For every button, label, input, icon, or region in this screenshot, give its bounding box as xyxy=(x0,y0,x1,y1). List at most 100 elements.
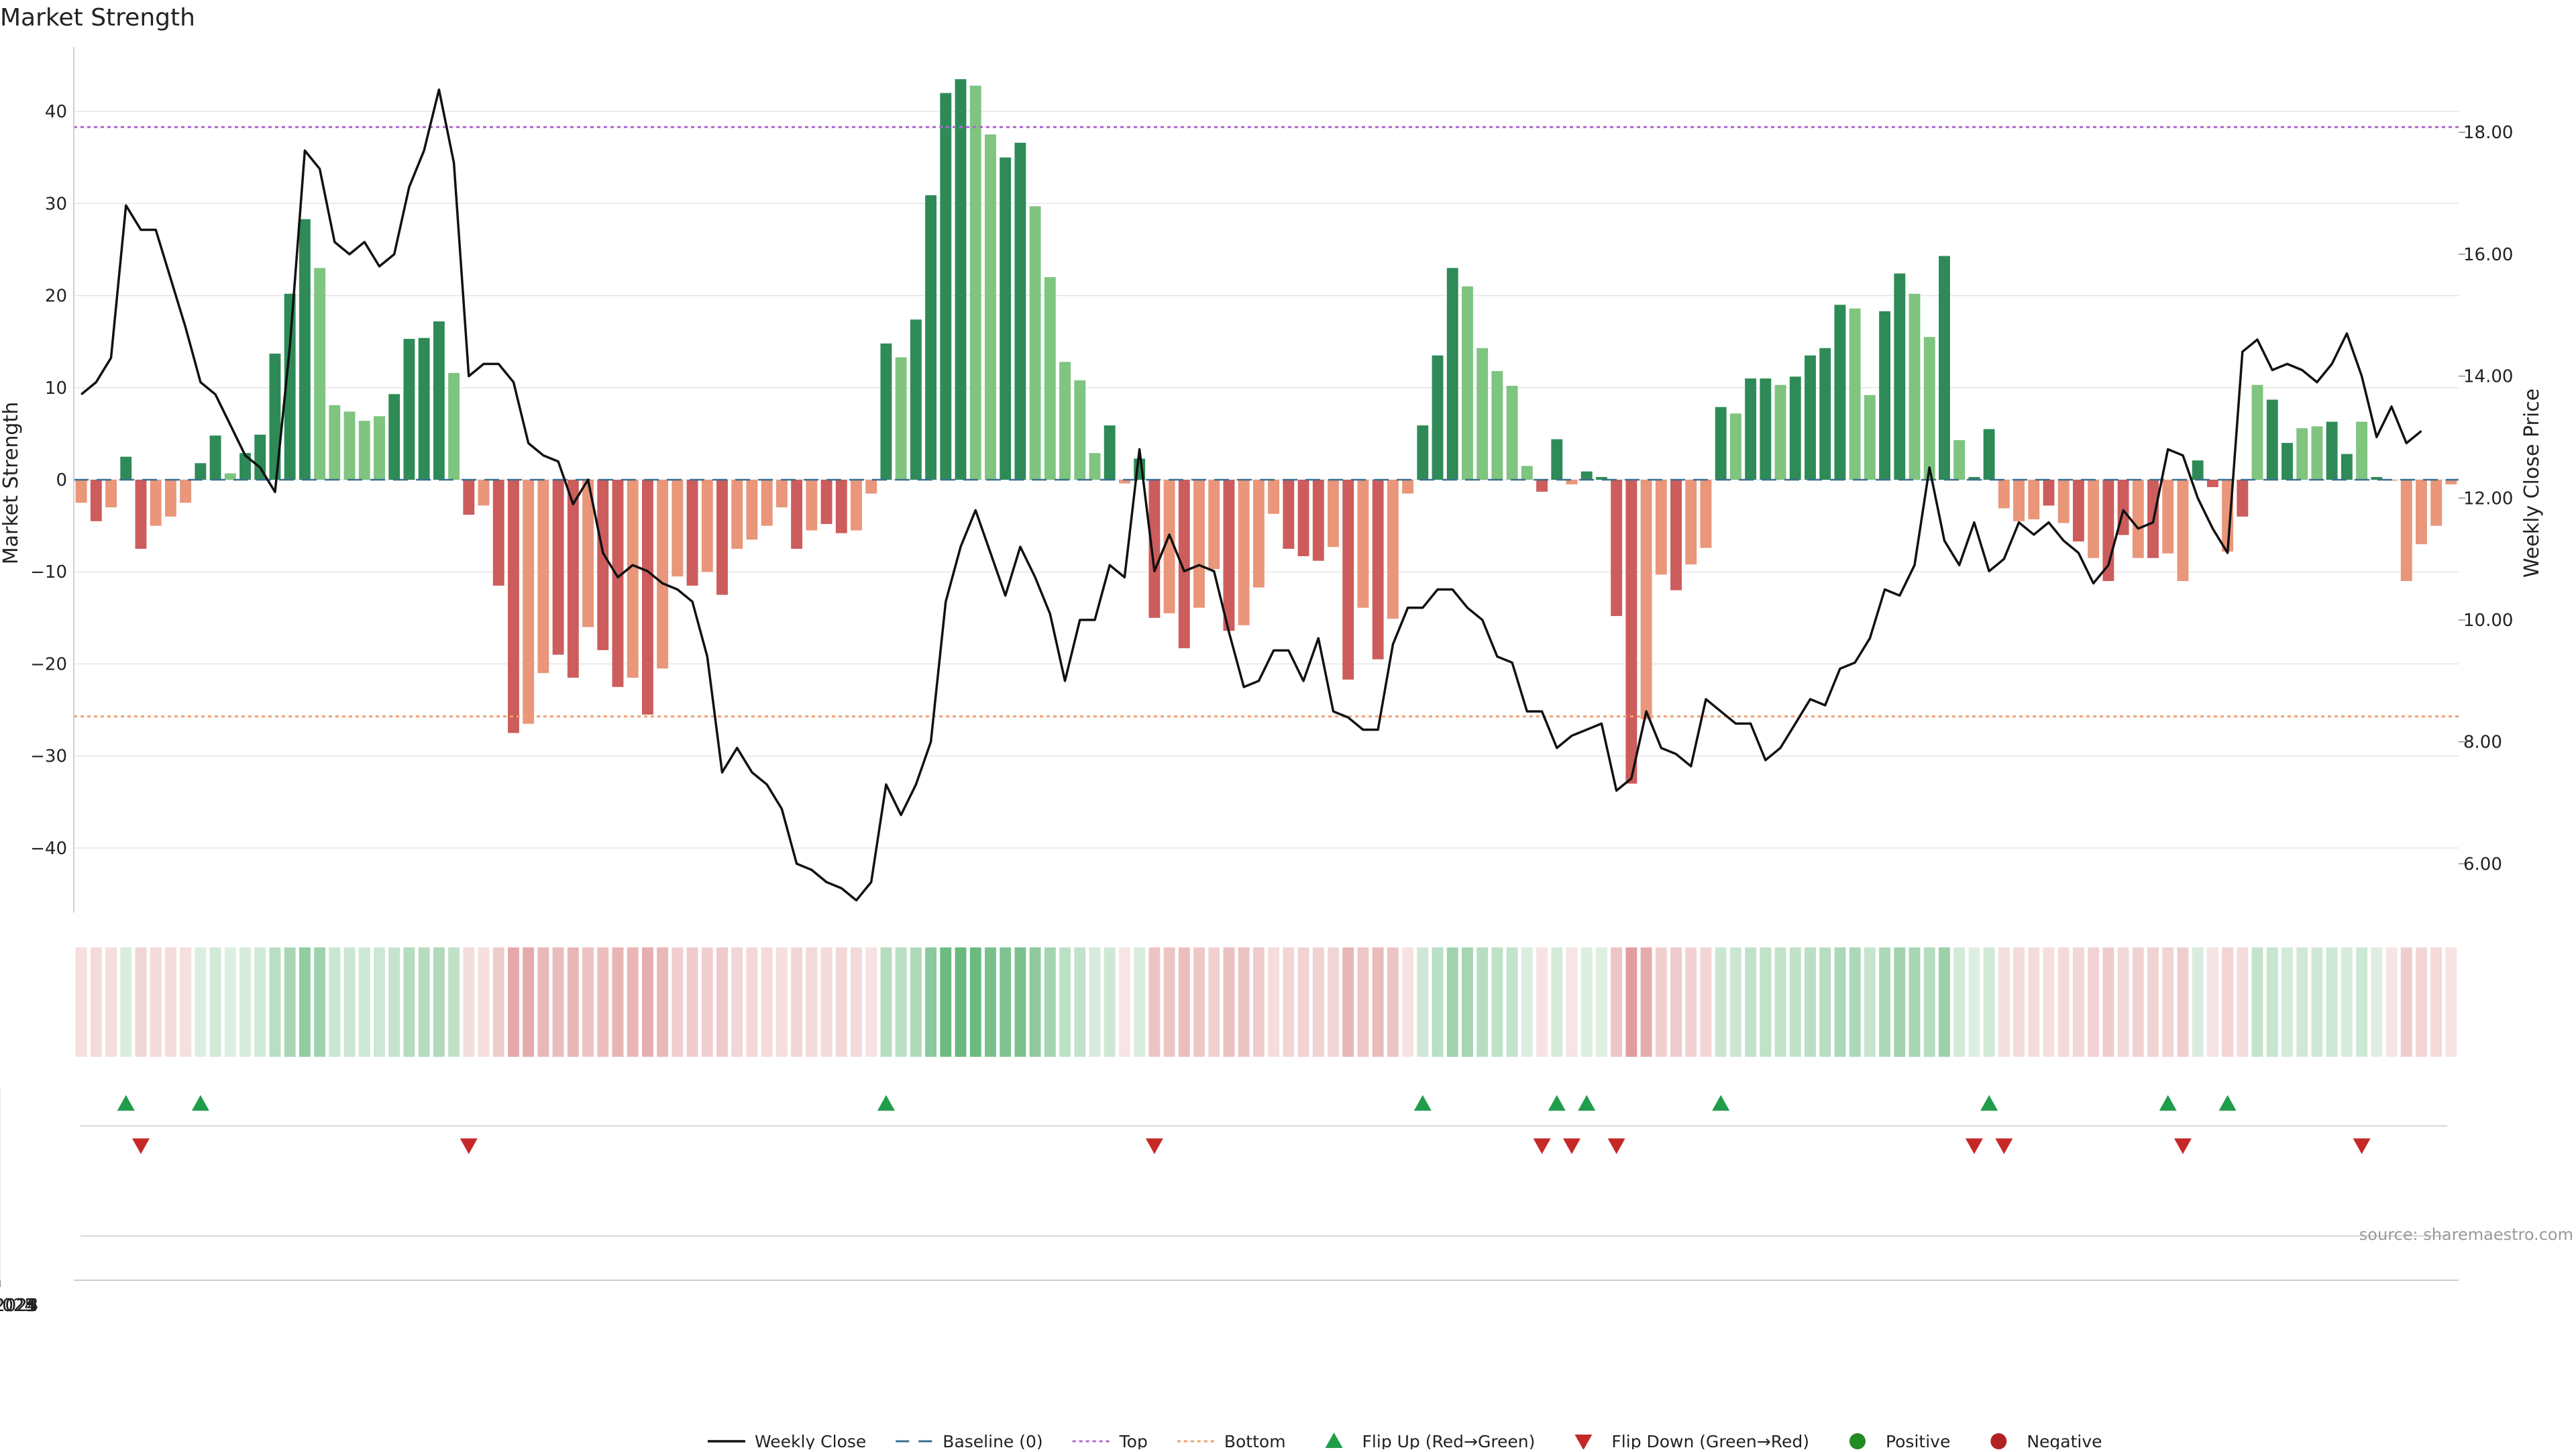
strength-bar xyxy=(1238,480,1250,625)
strength-bar xyxy=(1432,355,1444,480)
strength-bar xyxy=(1998,480,2010,509)
heat-cell xyxy=(1551,947,1563,1057)
legend-key-positive xyxy=(1849,1433,1866,1449)
strength-bar xyxy=(1163,480,1175,613)
legend-item: Weekly Close xyxy=(708,1432,866,1451)
strength-bar xyxy=(969,85,981,480)
heat-cell xyxy=(641,947,653,1057)
strength-bar xyxy=(582,480,594,627)
strength-bar xyxy=(343,411,356,480)
legend-label: Flip Down (Green→Red) xyxy=(1611,1432,1809,1449)
strength-bar xyxy=(657,480,669,669)
flip-up-marker xyxy=(1548,1095,1566,1111)
heat-cell xyxy=(1268,947,1280,1057)
strength-bar xyxy=(2371,476,2383,480)
strength-bar xyxy=(2206,480,2218,487)
heat-cell xyxy=(2102,947,2114,1057)
strength-bar xyxy=(1521,466,1533,480)
legend-label: Weekly Close xyxy=(755,1432,866,1449)
heat-cell xyxy=(224,947,236,1057)
strength-bar xyxy=(374,416,385,480)
heat-cell xyxy=(2341,947,2353,1057)
heat-cell xyxy=(716,947,728,1057)
strength-bar xyxy=(1252,480,1265,588)
strength-bar xyxy=(612,480,624,687)
heat-cell xyxy=(1685,947,1697,1057)
strength-bar xyxy=(1044,277,1056,480)
strength-bar xyxy=(164,480,176,517)
strength-bar xyxy=(1268,480,1280,514)
heat-cell xyxy=(150,947,162,1057)
heat-cell xyxy=(164,947,176,1057)
heat-cell xyxy=(2013,947,2025,1057)
strength-bar xyxy=(1283,480,1295,549)
legend-item: Positive xyxy=(1849,1432,1950,1451)
strength-bar xyxy=(2088,480,2100,558)
heat-cell xyxy=(374,947,385,1057)
strength-bar xyxy=(910,319,922,480)
grid-layer xyxy=(0,111,2459,1280)
heat-cell xyxy=(955,947,967,1057)
strength-bar xyxy=(2311,426,2323,480)
strength-bar xyxy=(1491,371,1503,480)
heat-cell xyxy=(1760,947,1772,1057)
heat-cell xyxy=(1387,947,1399,1057)
strength-bar xyxy=(1983,429,1995,480)
strength-bar xyxy=(1819,348,1831,480)
heat-cell xyxy=(612,947,624,1057)
heat-cell xyxy=(1670,947,1682,1057)
strength-bar xyxy=(105,480,117,508)
heat-cell xyxy=(1894,947,1906,1057)
strength-bar xyxy=(2162,480,2174,554)
heat-cell xyxy=(1611,947,1623,1057)
heat-cell xyxy=(1417,947,1429,1057)
strength-bar xyxy=(1729,413,1741,480)
strength-bar xyxy=(2326,421,2338,480)
strength-bar xyxy=(1193,480,1205,608)
strength-bar xyxy=(2356,421,2368,480)
strength-bar xyxy=(2072,480,2084,541)
heat-cell xyxy=(2311,947,2323,1057)
strength-bar xyxy=(1000,157,1012,480)
heat-cell xyxy=(686,947,698,1057)
strength-bar xyxy=(597,480,609,650)
heat-cell xyxy=(701,947,713,1057)
y2-tick-label: 16.00 xyxy=(2463,245,2513,265)
strength-bar xyxy=(314,268,326,480)
heat-cell xyxy=(1148,947,1161,1057)
strength-bar xyxy=(1580,471,1593,480)
flip-up-marker xyxy=(191,1095,209,1111)
strength-bar xyxy=(120,456,132,480)
heat-cell xyxy=(299,947,311,1057)
strength-bar xyxy=(746,480,758,540)
strength-bar xyxy=(254,434,266,480)
strength-bar xyxy=(1506,386,1518,480)
strength-bar xyxy=(418,338,430,480)
heat-cell xyxy=(791,947,803,1057)
heat-cell xyxy=(806,947,818,1057)
strength-bar xyxy=(1074,380,1086,480)
weekly-close-line xyxy=(80,88,2422,902)
heat-cell xyxy=(1953,947,1966,1057)
heat-cell xyxy=(2445,947,2457,1057)
heat-cell xyxy=(2385,947,2398,1057)
legend-label: Top xyxy=(1119,1432,1148,1449)
strength-bar xyxy=(1357,480,1369,608)
y2-tick-label: 12.00 xyxy=(2463,488,2513,509)
heat-cell xyxy=(895,947,907,1057)
weekly-close-line-group xyxy=(80,88,2422,902)
heat-cell xyxy=(2147,947,2159,1057)
flip-up-marker xyxy=(1712,1095,1730,1111)
strength-bar xyxy=(1148,480,1161,618)
heat-cell xyxy=(135,947,147,1057)
heat-cell xyxy=(1163,947,1175,1057)
y-tick-label: −10 xyxy=(30,562,67,582)
strength-bar xyxy=(1536,480,1548,492)
heat-cell xyxy=(985,947,996,1057)
strength-bar xyxy=(209,435,221,480)
heat-cell xyxy=(1923,947,1935,1057)
strength-bar xyxy=(940,93,952,480)
legend-label: Bottom xyxy=(1224,1432,1286,1449)
strength-bar xyxy=(1014,142,1026,480)
heat-cell xyxy=(1372,947,1384,1057)
